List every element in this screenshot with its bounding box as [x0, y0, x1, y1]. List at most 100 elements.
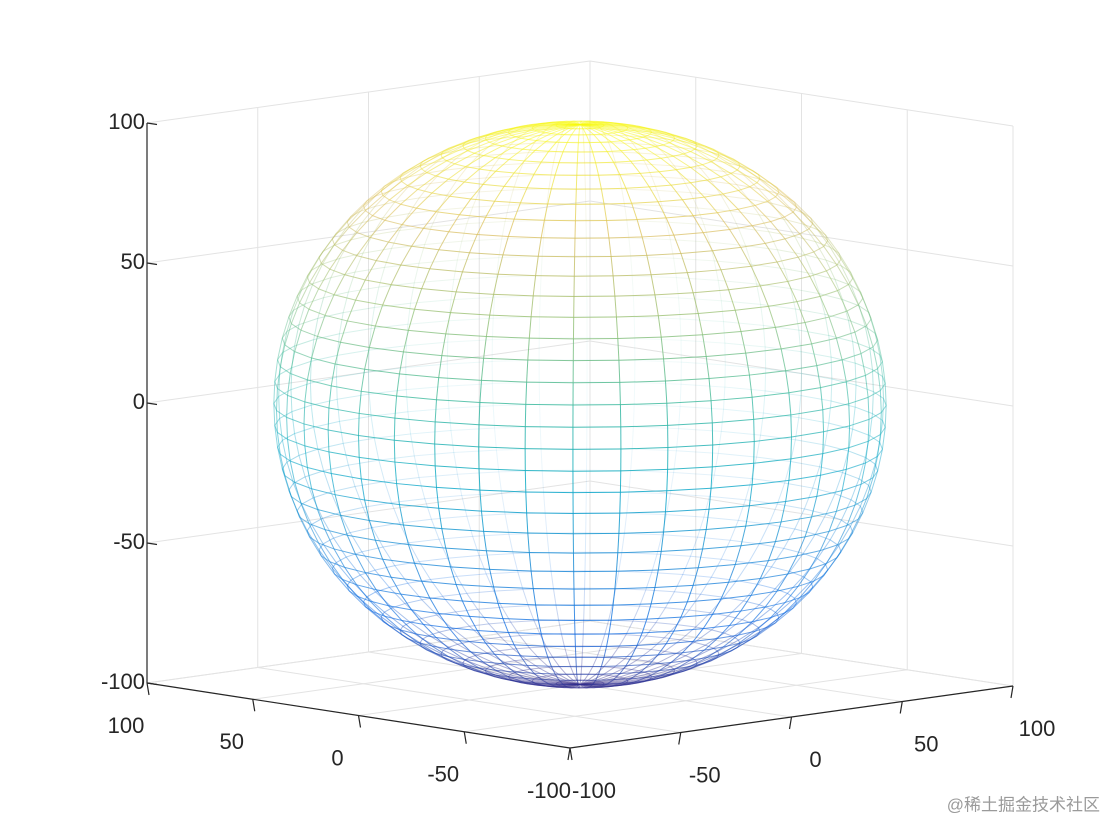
mesh-line [598, 666, 602, 675]
mesh-line [848, 450, 866, 458]
mesh-line [378, 267, 386, 288]
mesh-line [753, 458, 791, 464]
z-tick [146, 682, 158, 686]
mesh-line [641, 236, 648, 256]
mesh-line [402, 161, 423, 174]
mesh-line [645, 146, 656, 149]
mesh-line [771, 202, 791, 209]
mesh-line [703, 624, 730, 630]
grid-line [146, 60, 591, 124]
mesh-line [438, 231, 450, 251]
mesh-line [767, 200, 785, 218]
mesh-line [665, 154, 690, 158]
mesh-line [669, 140, 674, 144]
mesh-line [312, 277, 332, 285]
mesh-line [404, 599, 422, 605]
mesh-line [557, 123, 560, 125]
mesh-line [619, 492, 621, 514]
mesh-line [729, 210, 739, 228]
mesh-line [390, 264, 402, 285]
mesh-line [874, 333, 881, 355]
mesh-line [645, 163, 675, 167]
mesh-line [739, 165, 761, 180]
mesh-line [816, 475, 822, 497]
mesh-line [606, 644, 638, 647]
mesh-line [411, 609, 439, 614]
mesh-line [407, 582, 423, 601]
mesh-line [764, 590, 778, 608]
mesh-line [707, 653, 721, 658]
mesh-line [514, 218, 545, 221]
mesh-line [470, 198, 495, 202]
mesh-line [819, 466, 843, 474]
mesh-line [394, 462, 398, 484]
mesh-line [527, 359, 574, 362]
mesh-line [584, 120, 589, 123]
mesh-line [452, 142, 470, 152]
mesh-line [394, 561, 420, 567]
mesh-line [623, 124, 627, 127]
mesh-line [384, 481, 393, 503]
mesh-line [335, 227, 347, 234]
mesh-line [784, 233, 800, 240]
mesh-line [344, 567, 358, 586]
mesh-line [618, 174, 652, 178]
mesh-line [579, 124, 591, 130]
mesh-line [552, 657, 560, 668]
mesh-line [828, 400, 832, 424]
mesh-line [485, 131, 509, 139]
mesh-line [528, 138, 537, 142]
mesh-line [702, 232, 713, 251]
mesh-line [760, 280, 788, 287]
mesh-line [362, 502, 392, 508]
mesh-line [751, 606, 766, 623]
mesh-line [531, 316, 574, 318]
mesh-line [560, 124, 581, 128]
mesh-line [513, 126, 527, 133]
mesh-line [877, 449, 883, 457]
mesh-line [531, 570, 574, 573]
mesh-line [745, 521, 782, 527]
mesh-line [373, 438, 380, 461]
mesh-line [762, 390, 766, 414]
mesh-line [673, 665, 691, 675]
mesh-line [416, 192, 433, 209]
mesh-line [703, 224, 710, 243]
mesh-line [623, 123, 632, 126]
mesh-line [620, 402, 667, 406]
mesh-line [654, 569, 659, 588]
mesh-line [273, 381, 276, 404]
mesh-line [579, 121, 589, 125]
mesh-line [781, 516, 812, 523]
mesh-line [673, 135, 697, 145]
mesh-line [770, 612, 785, 619]
mesh-line [675, 166, 691, 171]
mesh-line [764, 346, 767, 369]
mesh-line [498, 127, 515, 134]
mesh-line [360, 478, 366, 501]
mesh-line [414, 278, 454, 284]
mesh-line [717, 431, 722, 454]
mesh-line [435, 377, 440, 400]
mesh-line [660, 337, 665, 359]
mesh-line [630, 671, 641, 680]
mesh-line [619, 123, 624, 126]
mesh-line [369, 600, 389, 607]
mesh-line [747, 543, 760, 564]
mesh-line [546, 674, 553, 677]
mesh-line [559, 666, 567, 675]
mesh-line [522, 589, 529, 606]
mesh-line [525, 403, 574, 406]
mesh-line [520, 655, 528, 666]
mesh-line [776, 249, 786, 269]
mesh-line [683, 151, 691, 155]
mesh-line [382, 181, 402, 196]
mesh-line [656, 534, 663, 555]
mesh-line [813, 251, 827, 272]
mesh-line [702, 164, 722, 178]
mesh-line [570, 120, 574, 123]
mesh-line [275, 410, 278, 433]
mesh-line [581, 124, 584, 129]
mesh-line [798, 417, 829, 424]
mesh-line [298, 455, 306, 478]
